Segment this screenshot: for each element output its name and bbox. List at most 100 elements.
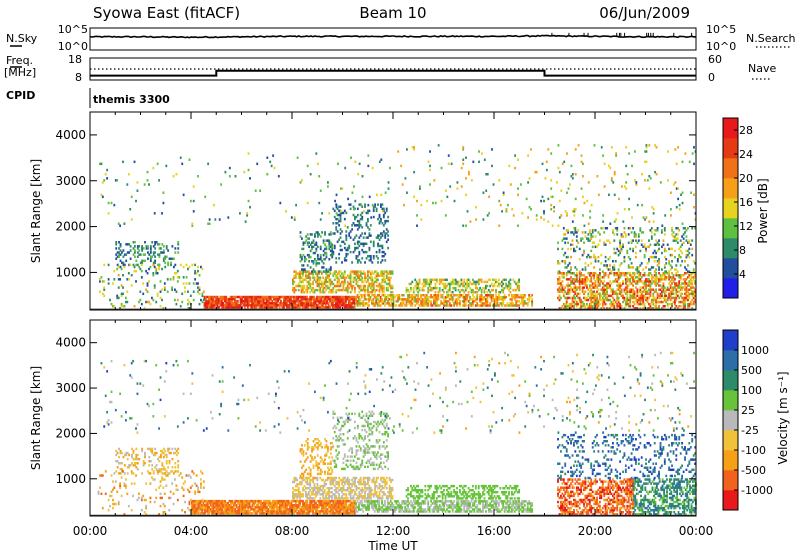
echo-cell [358, 296, 360, 299]
echo-cell [359, 213, 362, 217]
echo-cell [263, 512, 265, 515]
echo-cell [326, 280, 329, 284]
echo-cell [601, 282, 604, 285]
echo-cell [125, 243, 128, 246]
echo-cell [505, 210, 508, 213]
echo-cell [411, 296, 414, 299]
echo-cell [408, 294, 411, 297]
echo-cell [318, 272, 320, 275]
echo-cell [691, 272, 694, 275]
echo-cell [515, 296, 518, 299]
echo-cell [358, 219, 361, 223]
echo-cell [679, 284, 682, 287]
echo-cell [465, 193, 467, 197]
echo-cell [575, 231, 578, 234]
echo-cell [375, 250, 378, 254]
echo-cell [300, 291, 303, 294]
echo-cell [689, 272, 692, 275]
echo-cell [100, 276, 103, 279]
echo-cell [299, 276, 302, 279]
echo-cell [629, 290, 632, 293]
echo-cell [321, 260, 324, 263]
echo-cell [306, 297, 308, 301]
echo-cell [290, 501, 293, 505]
echo-cell [392, 304, 395, 307]
echo-cell [691, 294, 694, 298]
echo-cell [588, 290, 591, 293]
echo-cell [424, 298, 427, 301]
echo-cell [208, 506, 211, 509]
echo-cell [218, 299, 220, 303]
echo-cell [603, 272, 606, 275]
echo-cell [240, 508, 242, 511]
echo-cell [337, 299, 340, 303]
echo-cell [565, 274, 568, 277]
echo-cell [218, 504, 221, 507]
echo-cell [474, 304, 477, 307]
echo-cell [588, 296, 591, 300]
echo-cell [464, 300, 467, 303]
echo-cell [257, 299, 259, 303]
echo-cell [414, 298, 417, 301]
echo-cell [470, 282, 473, 286]
echo-cell [612, 181, 615, 184]
echo-cell [242, 512, 245, 515]
echo-cell [196, 504, 199, 507]
echo-cell [302, 280, 304, 284]
echo-cell [343, 246, 346, 250]
echo-cell [352, 284, 355, 288]
echo-cell [369, 234, 372, 237]
echo-cell [322, 506, 325, 509]
echo-cell [441, 282, 444, 286]
echo-cell [303, 297, 306, 301]
echo-cell [658, 268, 660, 271]
echo-cell [148, 300, 150, 304]
echo-cell [271, 501, 274, 505]
echo-cell [351, 284, 354, 288]
echo-cell [329, 284, 332, 288]
echo-cell [295, 203, 298, 207]
echo-cell [196, 508, 199, 511]
echo-cell [319, 276, 322, 279]
echo-cell [322, 266, 325, 269]
echo-cell [338, 280, 341, 284]
echo-cell [655, 302, 658, 306]
echo-cell [616, 292, 619, 296]
echo-cell [232, 306, 235, 309]
echo-cell [158, 267, 161, 271]
echo-cell [333, 232, 336, 235]
echo-cell [359, 224, 362, 227]
echo-cell [258, 512, 261, 515]
echo-cell [153, 265, 156, 269]
echo-cell [581, 231, 584, 234]
echo-cell [591, 282, 594, 285]
echo-cell [293, 299, 295, 303]
echo-cell [417, 298, 420, 301]
echo-cell [653, 260, 656, 263]
echo-cell [294, 306, 297, 309]
echo-cell [238, 506, 241, 509]
echo-cell [259, 295, 262, 299]
echo-cell [643, 296, 646, 300]
echo-cell [676, 227, 679, 230]
nave-tick-top: 60 [708, 53, 722, 66]
echo-cell [648, 175, 651, 178]
echo-cell [677, 197, 680, 201]
echo-cell [671, 278, 673, 281]
echo-cell [297, 306, 300, 309]
echo-cell [306, 506, 309, 509]
echo-cell [662, 278, 665, 281]
echo-cell [343, 304, 346, 307]
echo-cell [365, 257, 368, 260]
echo-cell [227, 506, 229, 509]
echo-cell [650, 276, 653, 279]
echo-cell [655, 239, 658, 242]
echo-cell [320, 504, 323, 507]
nsky-line [89, 34, 697, 39]
echo-cell [339, 274, 342, 277]
echo-cell [568, 272, 571, 275]
echo-cell [336, 302, 339, 305]
echo-cell [300, 288, 303, 292]
echo-cell [615, 218, 618, 221]
echo-cell [575, 302, 578, 306]
